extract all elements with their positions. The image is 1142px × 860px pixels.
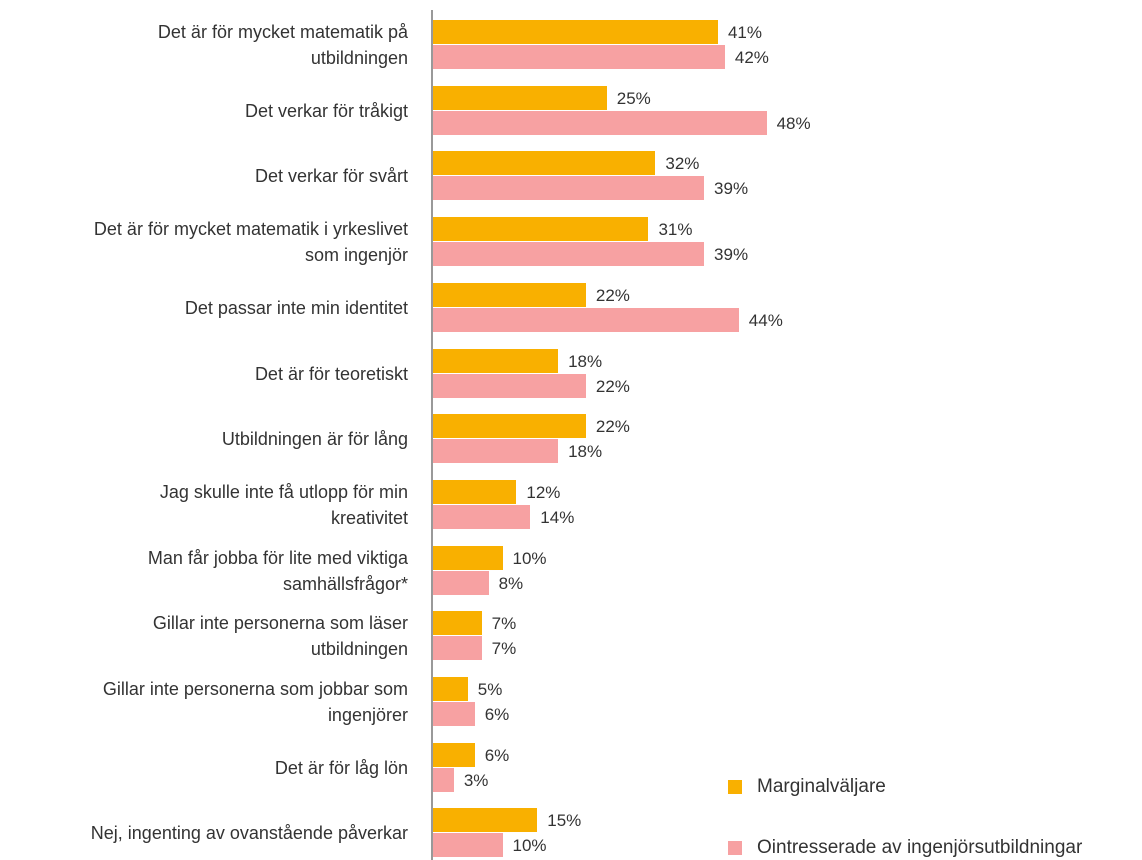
- value-label: 41%: [727, 23, 762, 42]
- category-label: Det är för mycket matematik på utbildnin…: [157, 22, 408, 68]
- bar: [433, 348, 559, 373]
- legend-swatch: [728, 780, 742, 794]
- category-label: Det passar inte min identitet: [184, 297, 408, 318]
- bar: [433, 85, 607, 110]
- category-label: Det är för mycket matematik i yrkeslivet…: [93, 219, 408, 266]
- category-label: Det verkar för tråkigt: [244, 100, 408, 121]
- bar: [433, 677, 468, 701]
- category-label: Gillar inte personerna som jobbar som in…: [102, 679, 408, 725]
- value-label: 5%: [477, 680, 503, 699]
- bar: [433, 767, 454, 792]
- value-label: 39%: [714, 245, 749, 265]
- category-label: Man får jobba för lite med viktiga samhä…: [147, 547, 408, 594]
- category-label: Jag skulle inte få utlopp för min kreati…: [159, 481, 408, 528]
- bar: [433, 808, 538, 833]
- value-label: 39%: [714, 179, 749, 199]
- value-label: 14%: [540, 507, 575, 527]
- bar: [433, 45, 725, 69]
- bar: [433, 373, 586, 398]
- bar: [433, 611, 482, 636]
- value-label: 8%: [498, 573, 524, 593]
- category-label: Gillar inte personerna som läser utbildn…: [152, 613, 408, 660]
- value-label: 10%: [512, 836, 547, 856]
- value-label: 48%: [776, 113, 811, 133]
- value-label: 44%: [748, 310, 783, 330]
- value-label: 10%: [512, 548, 547, 568]
- bar: [433, 504, 531, 529]
- value-label: 25%: [616, 88, 651, 108]
- category-label: Nej, ingenting av ovanstående påverkar: [90, 823, 408, 844]
- category-label: Det är för teoretiskt: [254, 363, 408, 384]
- bar: [433, 217, 649, 242]
- axis-line: [431, 10, 433, 860]
- bar: [433, 176, 705, 201]
- bar: [433, 702, 475, 726]
- bar: [433, 545, 503, 570]
- bar: [433, 20, 718, 44]
- value-label: 6%: [484, 705, 510, 724]
- value-label: 7%: [491, 639, 517, 659]
- category-label: Det är för låg lön: [274, 757, 408, 778]
- legend-swatch: [728, 841, 742, 855]
- bar: [433, 479, 517, 504]
- value-label: 18%: [568, 351, 603, 371]
- value-label: 32%: [665, 154, 700, 174]
- bar: [433, 636, 482, 661]
- bar: [433, 414, 586, 439]
- value-label: 3%: [463, 770, 489, 790]
- value-label: 15%: [547, 811, 582, 831]
- bar: [433, 570, 489, 595]
- bar: [433, 439, 559, 464]
- value-label: 31%: [658, 220, 693, 240]
- bar: [433, 742, 475, 767]
- bar: [433, 307, 739, 332]
- value-label: 42%: [734, 48, 769, 67]
- category-label: Utbildningen är för lång: [221, 429, 408, 450]
- value-label: 12%: [526, 482, 561, 502]
- legend-label: Ointresserade av ingenjörsutbildningar: [757, 837, 1083, 858]
- value-label: 22%: [595, 376, 630, 396]
- bar: [433, 110, 767, 135]
- category-label: Det verkar för svårt: [254, 166, 408, 187]
- bar: [433, 282, 586, 307]
- bar: [433, 151, 656, 176]
- value-label: 22%: [595, 417, 630, 437]
- bar: [433, 242, 705, 267]
- legend-label: Marginalväljare: [757, 776, 886, 797]
- bar: [433, 833, 503, 858]
- value-label: 6%: [484, 745, 510, 765]
- value-label: 18%: [568, 442, 603, 462]
- value-label: 22%: [595, 285, 630, 305]
- value-label: 7%: [491, 614, 517, 634]
